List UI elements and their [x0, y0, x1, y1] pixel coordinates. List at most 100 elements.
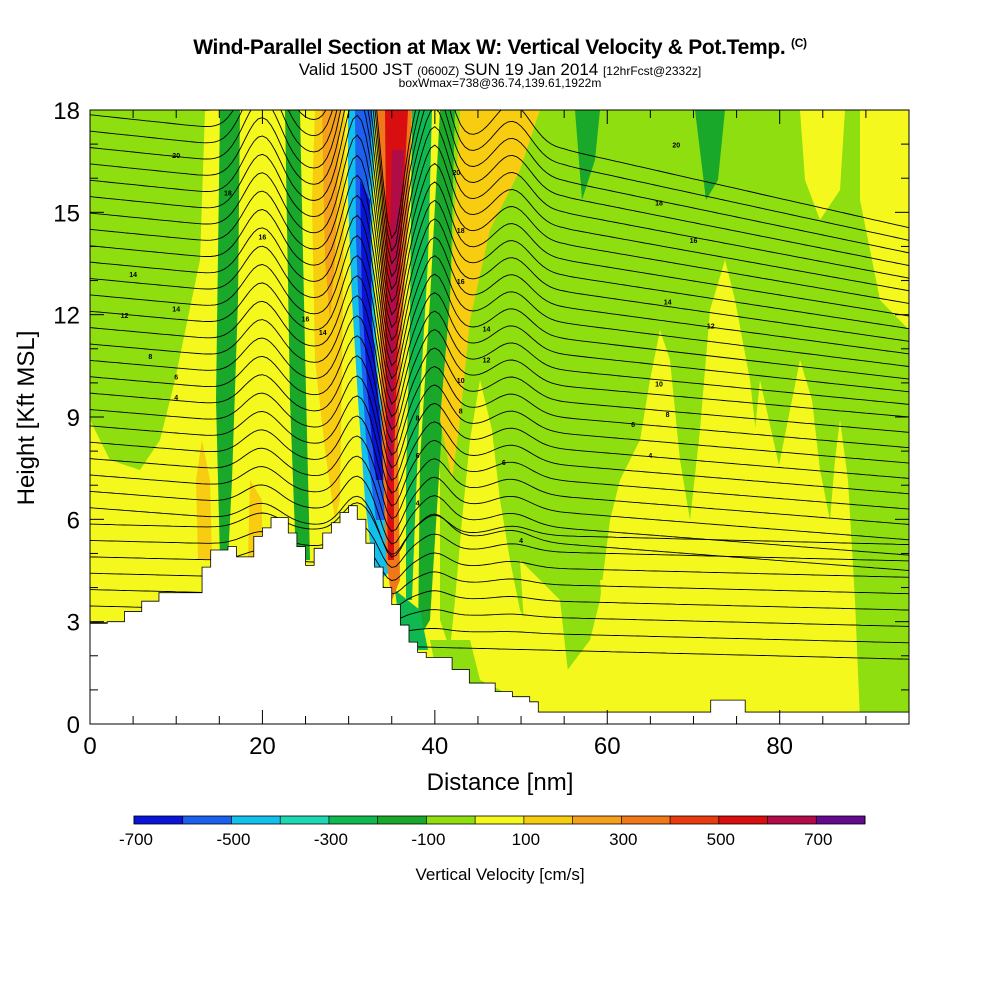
y-tick-label: 9 [67, 405, 80, 432]
copyright-mark: (C) [791, 36, 807, 50]
contour-label: 20 [452, 170, 460, 177]
isentrope-line [90, 455, 909, 541]
isentrope-line [90, 475, 909, 556]
contour-label: 4 [416, 501, 420, 508]
contour-label: 6 [502, 460, 506, 467]
isentrope-line [90, 214, 909, 380]
colorbar-swatch [816, 816, 866, 824]
box-info: boxWmax=738@36.74,139.61,1922m [398, 76, 602, 90]
chart-title-main: Wind-Parallel Section at Max W: Vertical… [193, 36, 786, 59]
isentrope-line [90, 435, 909, 525]
y-axis-label: Height [Kft MSL] [13, 331, 40, 506]
colorbar-label: Vertical Velocity [cm/s] [415, 865, 584, 884]
colorbar-tick-label: 700 [804, 830, 832, 849]
colorbar-tick-label: -100 [411, 830, 445, 849]
contour-label: 12 [483, 357, 491, 364]
colorbar-swatch [182, 816, 232, 824]
isentrope-line [90, 110, 909, 291]
y-tick-label: 15 [53, 200, 80, 227]
chart-title: Wind-Parallel Section at Max W: Vertical… [0, 36, 1000, 60]
contour-label: 12 [707, 323, 715, 330]
contour-label: 8 [148, 354, 152, 361]
contour-label: 16 [457, 279, 465, 286]
isentrope-line [90, 335, 909, 456]
colorbar-swatch [377, 816, 427, 824]
colorbar-swatch [572, 816, 622, 824]
colorbar-swatch [475, 816, 525, 824]
isentrope-line [90, 134, 909, 329]
colorbar-tick-label: 100 [512, 830, 540, 849]
contour-label: 4 [519, 538, 523, 545]
forecast-info: [12hrFcst@2332z] [602, 64, 702, 78]
isentrope-line [90, 110, 909, 253]
colorbar-swatch [670, 816, 720, 824]
pot-temp-contours [90, 110, 909, 660]
isentrope-line [90, 495, 909, 571]
colorbar-tick-label: -700 [119, 830, 153, 849]
isentrope-line [90, 174, 909, 354]
contour-label: 18 [655, 201, 663, 208]
contour-label: 16 [690, 238, 698, 245]
contour-label: 14 [129, 272, 137, 279]
colorbar-swatch [426, 816, 476, 824]
y-tick-label: 18 [53, 98, 80, 125]
isentrope-line [90, 194, 909, 367]
x-tick-label: 60 [594, 733, 621, 760]
isentrope-line [90, 275, 909, 418]
valid-time: Valid 1500 JST [298, 60, 413, 79]
isentrope-line [194, 110, 909, 240]
terrain-mask [89, 505, 910, 725]
contour-labels: 20 18 16 14 12 14 8 6 4 16 14 20 18 16 14 12 10 8 6 4 20 18 16… [121, 143, 715, 546]
x-tick-label: 0 [83, 733, 96, 760]
x-axis-label: Distance [nm] [427, 769, 574, 796]
contour-label: 8 [459, 409, 463, 416]
valid-date: SUN 19 Jan 2014 [464, 60, 599, 79]
colorbar-swatch [328, 816, 378, 824]
contour-label: 14 [319, 330, 327, 337]
isentrope-line [90, 110, 909, 265]
contour-label: 6 [631, 422, 635, 429]
y-tick-label: 3 [67, 610, 80, 637]
chart-titles: Wind-Parallel Section at Max W: Vertical… [0, 0, 1000, 100]
isentrope-line [90, 375, 909, 481]
contour-label: 16 [259, 235, 267, 242]
y-axis: 0 3 6 9 12 15 18 [53, 98, 909, 739]
contour-label: 8 [666, 412, 670, 419]
contour-label: 10 [457, 378, 465, 385]
contour-label: 4 [648, 453, 652, 460]
isentrope-line [90, 114, 909, 316]
contour-label: 16 [302, 316, 310, 323]
x-tick-label: 80 [766, 733, 793, 760]
x-tick-label: 20 [249, 733, 276, 760]
isentrope-line [90, 295, 909, 431]
contour-label: 20 [172, 153, 180, 160]
colorbar-swatch [280, 816, 330, 824]
y-tick-label: 12 [53, 303, 80, 330]
isentrope-line [90, 110, 909, 278]
y-tick-label: 6 [67, 507, 80, 534]
isentrope-line [90, 255, 909, 405]
colorbar-swatch [231, 816, 281, 824]
contour-label: 8 [416, 415, 420, 422]
isentrope-line [90, 395, 909, 495]
contour-label: 18 [224, 190, 232, 197]
colorbar-tick-label: 300 [609, 830, 637, 849]
colorbar-tick-label: 500 [707, 830, 735, 849]
isentrope-line [90, 154, 909, 342]
colorbar-tick-label: -300 [314, 830, 348, 849]
contour-label: 6 [174, 374, 178, 381]
isentrope-line [90, 235, 909, 392]
y-tick-label: 0 [67, 712, 80, 739]
contour-label: 14 [172, 306, 180, 313]
colorbar-swatch [523, 816, 573, 824]
isentrope-line [90, 315, 909, 443]
isentrope-line [90, 355, 909, 469]
x-axis: 0 20 40 60 80 [83, 110, 910, 760]
colorbar-swatch [767, 816, 817, 824]
contour-label: 10 [655, 381, 663, 388]
valid-utc: (0600Z) [417, 64, 460, 78]
contour-label: 20 [672, 143, 680, 150]
isentrope-line [90, 502, 909, 555]
isentrope-line [90, 110, 909, 303]
